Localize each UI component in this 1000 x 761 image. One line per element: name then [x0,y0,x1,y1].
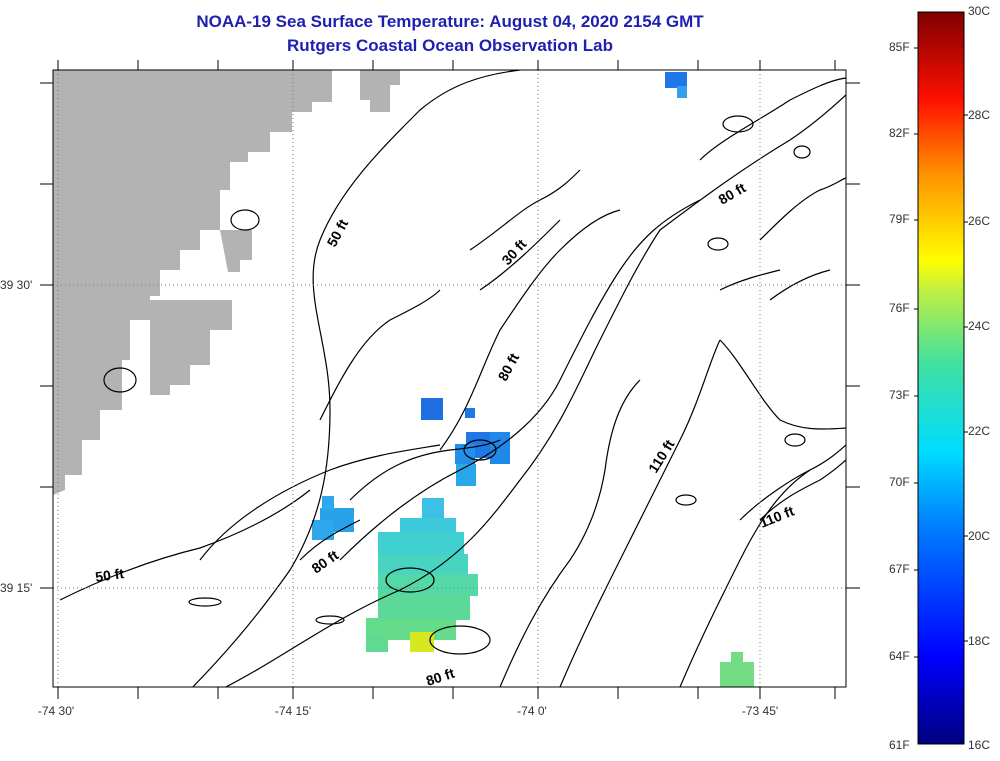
contour-label: 80 ft [309,547,342,577]
land-mass [53,70,332,495]
lat-label: 39 30' [0,278,33,292]
sst-pixels [312,72,754,687]
colorbar-f-label: 64F [889,649,910,663]
colorbar-f-label: 67F [889,562,910,576]
map-title: NOAA-19 Sea Surface Temperature: August … [196,12,704,31]
land-lobe-3 [220,230,252,272]
colorbar [917,11,965,745]
colorbar-c-label: 28C [968,108,991,122]
colorbar-c-label: 22C [968,424,991,438]
colorbar-f-label: 85F [889,40,910,54]
colorbar-f-label: 70F [889,475,910,489]
colorbar-f-label: 79F [889,212,910,226]
contour-label: 80 ft [716,179,749,207]
colorbar-c-label: 26C [968,214,991,228]
tick-marks [40,60,860,699]
colorbar-c-label: 16C [968,738,991,752]
map-subtitle: Rutgers Coastal Ocean Observation Lab [287,36,613,55]
lon-label: -74 15' [274,704,312,718]
contour-label: 30 ft [498,236,529,268]
graticule [53,70,846,687]
land-lobe [360,70,400,112]
colorbar-c-label: 20C [968,529,991,543]
contour-label: 50 ft [94,565,125,585]
colorbar-c-label: 18C [968,634,991,648]
contour-label: 50 ft [324,216,352,249]
contour-label: 80 ft [424,665,457,689]
contour-label: 110 ft [645,436,678,475]
lon-label: -73 45' [741,704,779,718]
land-lobe-2 [150,300,232,395]
lat-label: 39 15' [0,581,33,595]
lon-label: -74 30' [37,704,75,718]
map-frame [52,69,847,688]
colorbar-f-label: 76F [889,301,910,315]
contour-label: 110 ft [757,502,797,530]
colorbar-ticks [914,47,968,658]
colorbar-c-label: 24C [968,319,991,333]
colorbar-f-label: 73F [889,388,910,402]
depth-contours [59,70,846,687]
colorbar-f-label: 61F [889,738,910,752]
colorbar-f-label: 82F [889,126,910,140]
lon-label: -74 0' [517,704,547,718]
contour-label: 80 ft [495,350,523,383]
colorbar-c-label: 30C [968,4,991,18]
